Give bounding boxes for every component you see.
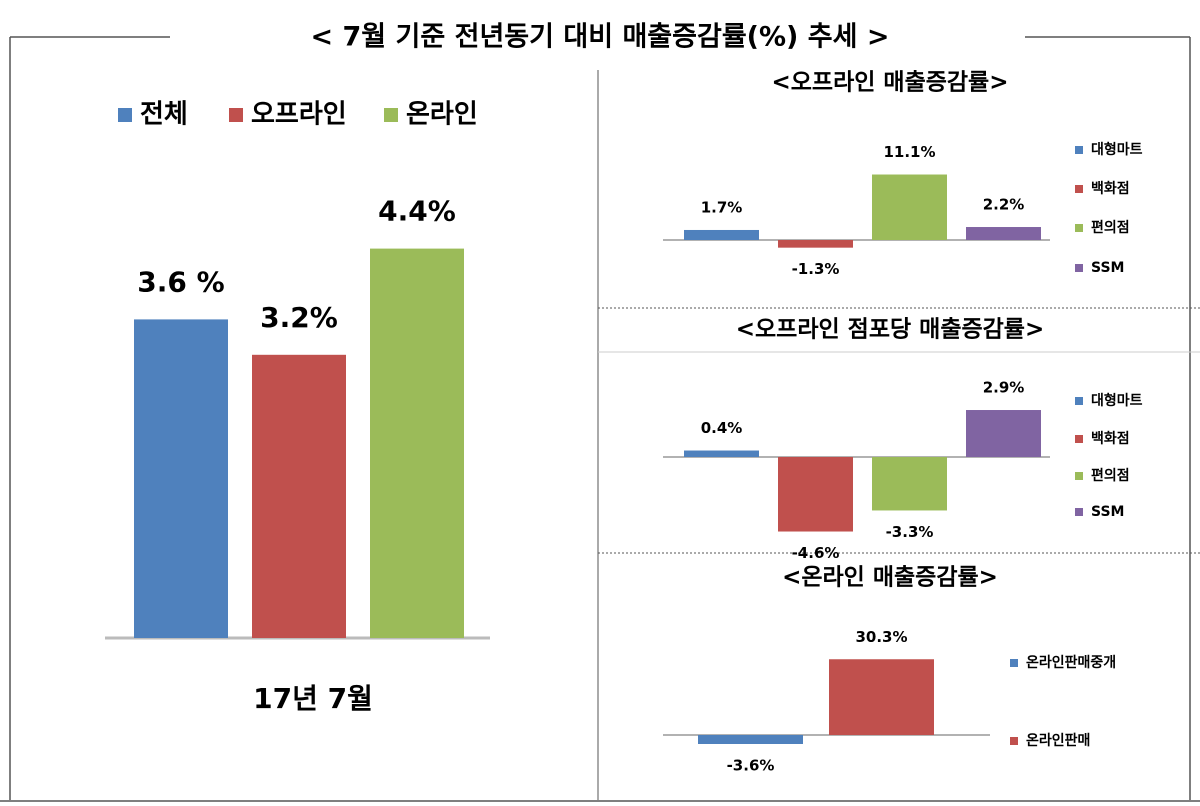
x-tick-label: 17년 7월	[253, 682, 373, 715]
legend-swatch	[1075, 185, 1083, 193]
legend-label: 백화점	[1091, 430, 1130, 447]
bar	[698, 735, 803, 744]
legend-swatch	[1075, 146, 1083, 154]
legend-swatch	[384, 108, 398, 122]
data-label: 0.4%	[701, 419, 743, 437]
chart-title: <오프라인 매출증감률>	[772, 70, 1009, 96]
legend-swatch	[1010, 737, 1018, 745]
legend-label: 온라인	[406, 100, 478, 130]
bar	[872, 457, 947, 511]
legend-label: 백화점	[1091, 180, 1130, 197]
legend-swatch	[1075, 508, 1083, 516]
chart-title: <오프라인 점포당 매출증감률>	[736, 317, 1044, 343]
legend-swatch	[229, 108, 243, 122]
legend-swatch	[1075, 224, 1083, 232]
legend-label: 대형마트	[1091, 392, 1143, 409]
data-label: 4.4%	[378, 195, 456, 228]
data-label: 11.1%	[883, 143, 935, 161]
bar	[684, 229, 759, 240]
data-label: 1.7%	[701, 198, 743, 216]
legend-swatch	[118, 108, 132, 122]
bar	[778, 240, 853, 248]
data-label: 3.2%	[260, 301, 338, 334]
legend-label: 편의점	[1091, 219, 1130, 236]
legend-swatch	[1010, 659, 1018, 667]
bar	[966, 227, 1041, 240]
legend-label: 오프라인	[251, 100, 347, 130]
data-label: 2.9%	[983, 379, 1025, 397]
data-label: -1.3%	[792, 260, 840, 278]
bar	[872, 174, 947, 240]
bar	[778, 457, 853, 532]
legend-label: 전체	[140, 100, 188, 130]
legend-label: 온라인판매중개	[1026, 654, 1116, 671]
legend-swatch	[1075, 435, 1083, 443]
data-label: -4.6%	[792, 544, 840, 562]
data-label: -3.3%	[886, 523, 934, 541]
legend-label: 온라인판매	[1026, 732, 1090, 749]
data-label: 3.6 %	[137, 265, 224, 298]
chart-title: <온라인 매출증감률>	[782, 565, 998, 591]
legend-swatch	[1075, 472, 1083, 480]
legend-swatch	[1075, 397, 1083, 405]
legend-label: 대형마트	[1091, 141, 1143, 158]
bar	[966, 410, 1041, 457]
frame	[0, 36, 1200, 802]
legend-label: SSM	[1091, 504, 1124, 520]
data-label: 30.3%	[855, 628, 907, 646]
bar	[370, 248, 464, 638]
legend-label: SSM	[1091, 260, 1124, 276]
bar	[134, 319, 228, 638]
data-label: -3.6%	[727, 757, 775, 775]
bar	[829, 659, 934, 735]
legend-label: 편의점	[1091, 467, 1130, 484]
legend-swatch	[1075, 264, 1083, 272]
page-title: < 7월 기준 전년동기 대비 매출증감률(%) 추세 >	[310, 22, 889, 53]
bar	[252, 354, 346, 638]
bar	[684, 450, 759, 457]
data-label: 2.2%	[983, 196, 1025, 214]
